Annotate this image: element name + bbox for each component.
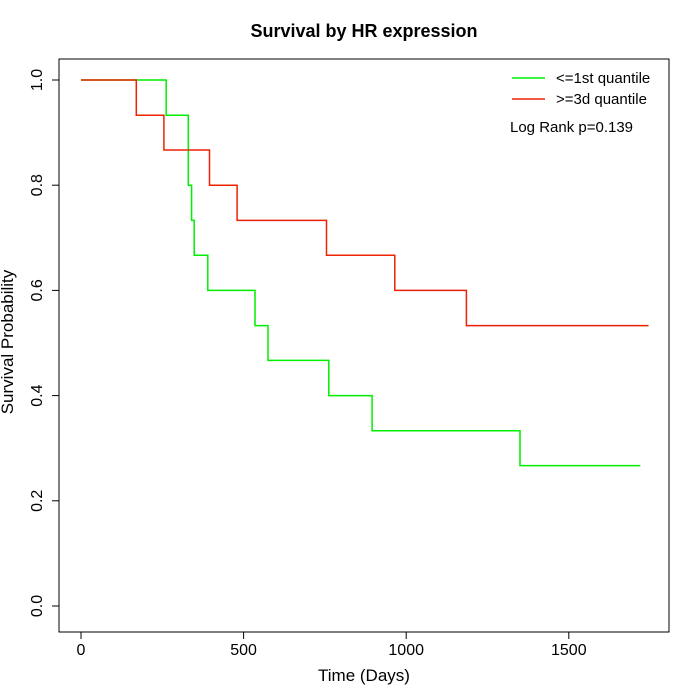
y-tick-label: 0.4	[29, 384, 46, 406]
chart-title: Survival by HR expression	[250, 21, 477, 41]
y-axis-label: Survival Probability	[0, 269, 17, 414]
x-tick-label: 0	[77, 642, 86, 659]
y-tick-label: 0.0	[29, 595, 46, 617]
y-tick-label: 0.6	[29, 279, 46, 301]
x-tick-label: 500	[230, 642, 257, 659]
series-line-1	[81, 79, 641, 467]
x-axis: 0 500 1000 1500	[77, 631, 587, 659]
legend: <=1st quantile >=3d quantile	[512, 70, 650, 108]
x-axis-label: Time (Days)	[318, 666, 410, 685]
legend-label-2: >=3d quantile	[556, 91, 647, 108]
series-layer	[81, 79, 649, 467]
log-rank-annotation: Log Rank p=0.139	[510, 119, 633, 136]
y-axis: 0.0 0.2 0.4 0.6 0.8 1.0	[29, 69, 60, 617]
x-tick-label: 1000	[388, 642, 424, 659]
plot-frame	[58, 58, 670, 633]
x-tick-label: 1500	[551, 642, 587, 659]
y-tick-label: 1.0	[29, 69, 46, 91]
series-line-2	[81, 79, 649, 327]
y-tick-label: 0.2	[29, 490, 46, 512]
y-tick-label: 0.8	[29, 174, 46, 196]
legend-label-1: <=1st quantile	[556, 70, 650, 87]
